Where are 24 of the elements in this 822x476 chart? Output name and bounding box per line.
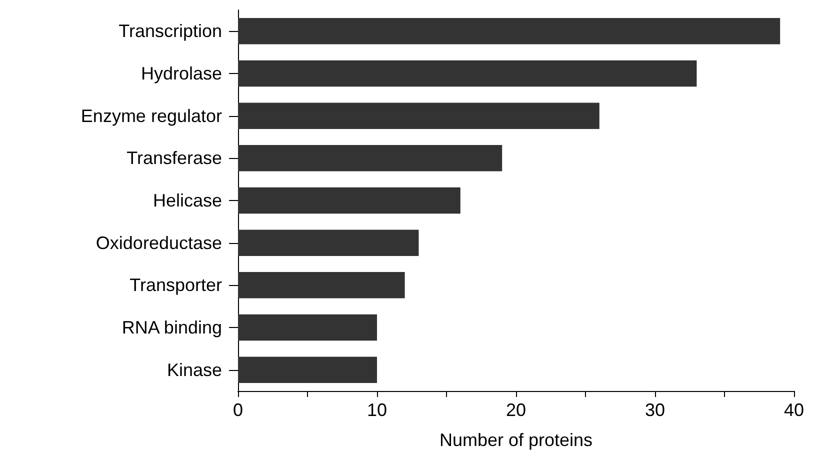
bar xyxy=(238,356,377,383)
y-tick-label: Helicase xyxy=(152,190,222,210)
y-tick-label: Enzyme regulator xyxy=(80,106,222,126)
x-tick-label: 0 xyxy=(232,400,244,420)
y-tick-label: Hydrolase xyxy=(140,64,222,84)
bar xyxy=(238,60,697,87)
y-tick-label: RNA binding xyxy=(122,318,222,338)
y-tick-label: Oxidoreductase xyxy=(96,232,222,253)
bar xyxy=(238,272,405,298)
x-tick-label: 20 xyxy=(506,400,526,420)
x-tick-label: 10 xyxy=(366,400,388,420)
bar xyxy=(238,102,600,129)
bar xyxy=(238,187,460,214)
bar xyxy=(238,314,377,341)
y-tick-label: Kinase xyxy=(166,360,222,380)
x-tick-label: 40 xyxy=(784,400,804,420)
y-tick-label: Transporter xyxy=(130,275,222,296)
bar xyxy=(238,145,502,172)
x-tick-label: 30 xyxy=(644,400,666,420)
y-tick-label: Transcription xyxy=(118,21,222,42)
bar xyxy=(238,230,419,256)
bar xyxy=(238,18,780,44)
x-axis-title: Number of proteins xyxy=(439,430,593,450)
y-tick-label: Transferase xyxy=(126,148,222,168)
